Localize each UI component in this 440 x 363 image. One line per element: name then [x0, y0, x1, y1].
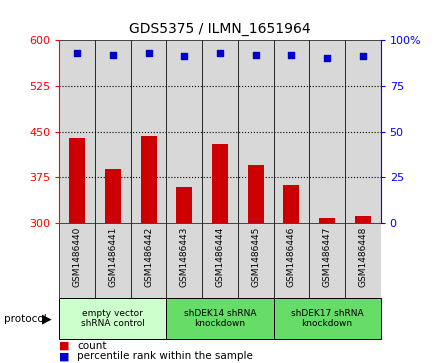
Text: ■: ■ [59, 351, 70, 362]
Text: GSM1486445: GSM1486445 [251, 227, 260, 287]
Text: percentile rank within the sample: percentile rank within the sample [77, 351, 253, 362]
Title: GDS5375 / ILMN_1651964: GDS5375 / ILMN_1651964 [129, 22, 311, 36]
Point [359, 53, 366, 59]
Bar [345, 223, 381, 298]
Bar [105, 170, 121, 223]
Bar [283, 185, 299, 223]
Bar [131, 223, 166, 298]
Bar [274, 40, 309, 223]
Bar [238, 40, 274, 223]
Bar [59, 40, 95, 223]
Bar [95, 40, 131, 223]
Bar [309, 40, 345, 223]
Bar [319, 219, 335, 223]
Text: ▶: ▶ [42, 312, 51, 325]
Bar [274, 298, 381, 339]
Bar [176, 187, 192, 223]
Text: empty vector
shRNA control: empty vector shRNA control [81, 309, 145, 328]
Point [74, 50, 81, 56]
Text: GSM1486444: GSM1486444 [216, 227, 224, 287]
Point [110, 52, 117, 57]
Bar [345, 40, 381, 223]
Text: GSM1486441: GSM1486441 [108, 227, 117, 287]
Bar [202, 223, 238, 298]
Bar [355, 216, 371, 223]
Text: shDEK17 shRNA
knockdown: shDEK17 shRNA knockdown [291, 309, 363, 328]
Text: GSM1486446: GSM1486446 [287, 227, 296, 287]
Bar [309, 223, 345, 298]
Bar [166, 223, 202, 298]
Point [216, 50, 224, 56]
Text: shDEK14 shRNA
knockdown: shDEK14 shRNA knockdown [184, 309, 256, 328]
Text: GSM1486448: GSM1486448 [358, 227, 367, 287]
Text: count: count [77, 340, 106, 351]
Bar [166, 298, 274, 339]
Bar [212, 144, 228, 223]
Bar [238, 223, 274, 298]
Text: GSM1486447: GSM1486447 [323, 227, 332, 287]
Bar [248, 165, 264, 223]
Text: GSM1486443: GSM1486443 [180, 227, 189, 287]
Bar [274, 223, 309, 298]
Text: GSM1486442: GSM1486442 [144, 227, 153, 287]
Bar [131, 40, 166, 223]
Text: protocol: protocol [4, 314, 47, 323]
Bar [141, 136, 157, 223]
Point [323, 55, 330, 61]
Bar [95, 223, 131, 298]
Text: ■: ■ [59, 340, 70, 351]
Bar [69, 138, 85, 223]
Bar [59, 298, 166, 339]
Bar [202, 40, 238, 223]
Bar [166, 40, 202, 223]
Bar [59, 223, 95, 298]
Text: GSM1486440: GSM1486440 [73, 227, 82, 287]
Point [145, 50, 152, 56]
Point [252, 52, 259, 57]
Point [181, 53, 188, 59]
Point [288, 52, 295, 57]
